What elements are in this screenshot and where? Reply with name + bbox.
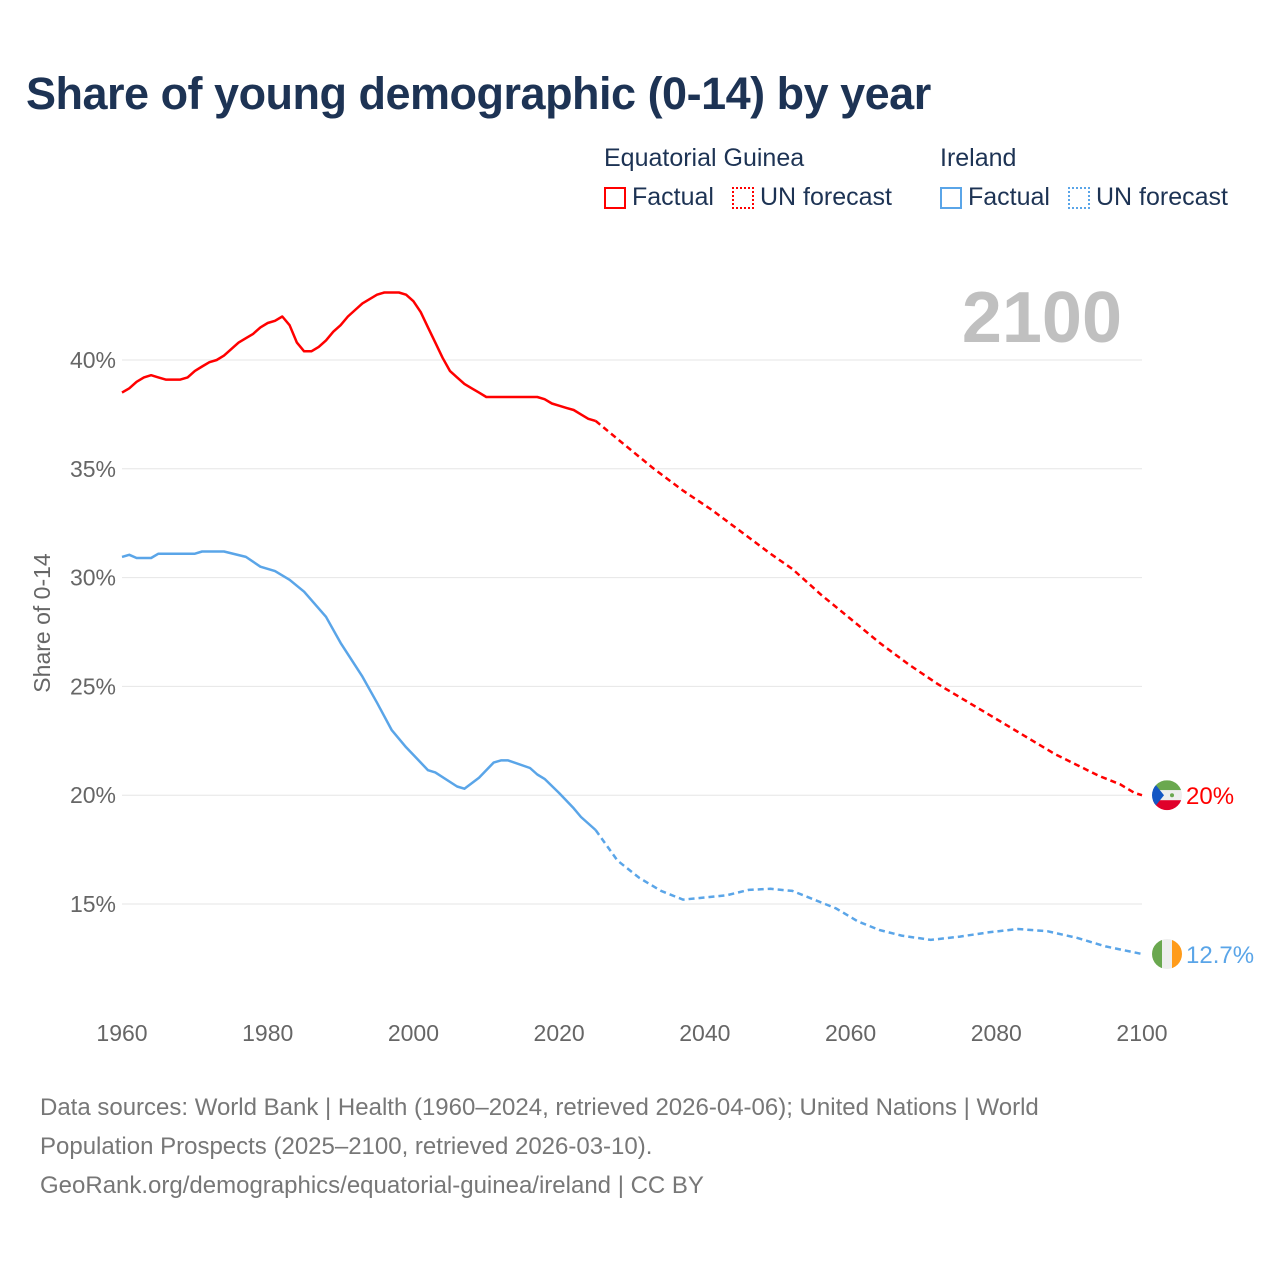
ireland-forecast-line: [594, 829, 1143, 956]
x-tick-label: 2020: [534, 1020, 585, 1046]
y-tick-label: 15%: [70, 891, 116, 917]
source-line-1: Data sources: World Bank | Health (1960–…: [40, 1094, 1039, 1121]
x-tick-label: 1960: [96, 1020, 147, 1046]
legend-item-factual[interactable]: Factual: [604, 183, 714, 212]
y-tick-label: 30%: [70, 565, 116, 591]
x-tick-label: 2060: [825, 1020, 876, 1046]
footer: Data sources: World Bank | Health (1960–…: [40, 1088, 1190, 1205]
legend-ireland: Ireland Factual UN forecast: [940, 144, 1228, 212]
x-tick-label: 2040: [679, 1020, 730, 1046]
legend-label: Factual: [968, 183, 1050, 211]
x-tick-label: 2000: [388, 1020, 439, 1046]
equatorial-guinea-flag-icon: [1152, 780, 1182, 811]
legend-label: Factual: [632, 183, 714, 211]
legend-item-forecast[interactable]: UN forecast: [731, 183, 892, 212]
ireland-factual-line: [121, 550, 597, 831]
equatorial-guinea-forecast-line: [594, 419, 1143, 797]
equatorial-guinea-end-label: 20%: [1186, 783, 1234, 810]
legend-equatorial-guinea: Equatorial Guinea Factual UN forecast: [604, 144, 892, 212]
dotted-swatch-icon: [1067, 186, 1090, 209]
source-line-2: Population Prospects (2025–2100, retriev…: [40, 1133, 653, 1160]
y-tick-label: 40%: [70, 347, 116, 373]
solid-swatch-icon: [604, 186, 626, 209]
line-chart: 15% 20% 25% 30% 35% 40% 1960 1980 2000 2020 2040 20…: [29, 278, 1254, 1046]
current-year-label: 2100: [962, 278, 1122, 358]
legend-item-forecast[interactable]: UN forecast: [1067, 183, 1228, 212]
dotted-swatch-icon: [731, 186, 754, 209]
x-tick-label: 2100: [1116, 1020, 1167, 1046]
x-tick-label: 2080: [971, 1020, 1022, 1046]
x-tick-label: 1980: [242, 1020, 293, 1046]
ireland-end-label: 12.7%: [1186, 942, 1254, 969]
chart-title: Share of young demographic (0-14) by yea…: [26, 68, 931, 119]
legend-label: UN forecast: [1095, 183, 1228, 211]
legend-country-name: Equatorial Guinea: [604, 144, 805, 172]
solid-swatch-icon: [940, 186, 962, 209]
source-link[interactable]: GeoRank.org/demographics/equatorial-guin…: [40, 1172, 704, 1199]
equatorial-guinea-factual-line: [121, 291, 596, 423]
legend-label: UN forecast: [759, 183, 892, 211]
ireland-flag-icon: [1152, 939, 1182, 970]
y-tick-label: 25%: [70, 673, 116, 699]
legend-country-name: Ireland: [940, 144, 1017, 172]
y-tick-label: 35%: [70, 456, 116, 482]
legend-item-factual[interactable]: Factual: [940, 183, 1050, 212]
y-axis-label: Share of 0-14: [29, 553, 55, 693]
y-tick-label: 20%: [70, 782, 116, 808]
